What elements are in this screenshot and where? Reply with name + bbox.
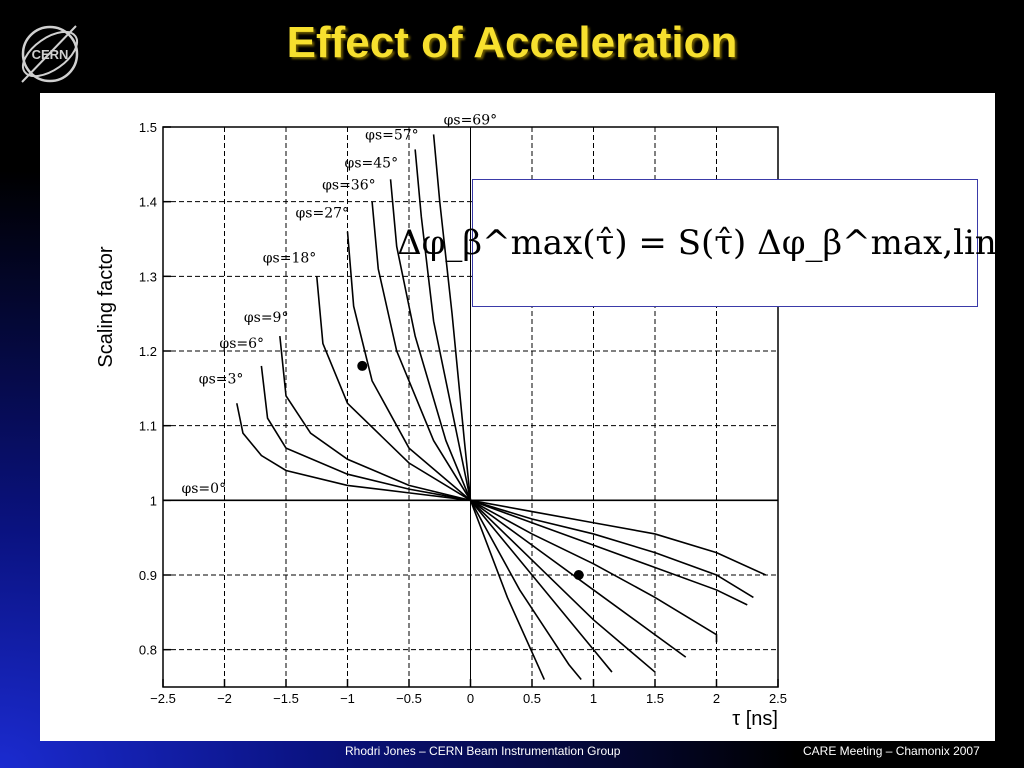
x-tick-label-7: 1	[590, 691, 597, 706]
slide-title: Effect of Acceleration	[286, 18, 738, 67]
cern-logo: CERN	[14, 18, 86, 90]
series-line-9	[432, 134, 546, 680]
y-tick-label-0: 0.8	[139, 643, 157, 658]
series-label-1: φs=3°	[199, 371, 244, 387]
series-label-6: φs=36°	[322, 178, 376, 194]
y-axis-label: Scaling factor	[95, 246, 117, 368]
x-tick-label-4: −0.5	[396, 691, 422, 706]
formula-string: Δφ_β^max(τ̂) = S(τ̂) Δφ_β^max,lin.(τ̂)	[397, 223, 1024, 263]
x-tick-label-2: −1.5	[273, 691, 299, 706]
series-line-4	[315, 276, 718, 643]
series-line-8	[414, 149, 582, 681]
scaling-factor-chart: −2.5 −2 −1.5 −1 −0.5 0 0.5 1 1.5 2 2.5 0.8 0.9 1 1.1 1.…	[95, 112, 787, 730]
x-tick-label-3: −1	[340, 691, 355, 706]
series-label-9: φs=69°	[444, 112, 498, 128]
formula-text: Δφ_β^max(τ̂) = S(τ̂) Δφ_β^max,lin.(τ̂)	[397, 180, 1024, 306]
series-line-6	[371, 201, 656, 673]
x-tick-label-0: −2.5	[150, 691, 176, 706]
formula-box: Δφ_β^max(τ̂) = S(τ̂) Δφ_β^max,lin.(τ̂)	[397, 179, 1024, 307]
series-label-8: φs=57°	[365, 127, 419, 143]
x-tick-label-6: 0.5	[523, 691, 541, 706]
x-tick-label-8: 1.5	[646, 691, 664, 706]
series-label-5: φs=27°	[296, 206, 350, 222]
x-tick-label-1: −2	[217, 691, 232, 706]
data-marker-0	[357, 360, 368, 371]
x-tick-label-5: 0	[467, 691, 474, 706]
series-label-7: φs=45°	[345, 155, 399, 171]
chart-panel: −2.5 −2 −1.5 −1 −0.5 0 0.5 1 1.5 2 2.5 0.8 0.9 1 1.1 1.…	[40, 93, 1024, 741]
y-tick-label-6: 1.4	[139, 195, 157, 210]
x-axis-label: τ [ns]	[732, 708, 778, 730]
x-tick-label-9: 2	[713, 691, 720, 706]
y-tick-label-4: 1.2	[139, 344, 157, 359]
y-tick-label-2: 1	[150, 493, 157, 508]
x-tick-label-10: 2.5	[769, 691, 787, 706]
data-marker-1	[573, 570, 584, 580]
svg-text:CERN: CERN	[32, 47, 69, 62]
series-line-7	[389, 179, 613, 673]
series-label-4: φs=18°	[263, 250, 317, 266]
y-tick-label-5: 1.3	[139, 269, 157, 284]
y-tick-label-3: 1.1	[139, 419, 157, 434]
series-label-0: φs=0°	[181, 481, 226, 497]
series-label-2: φs=6°	[219, 336, 264, 352]
series-line-3	[279, 335, 748, 606]
y-tick-label-7: 1.5	[139, 120, 157, 135]
footer-left: Rhodri Jones – CERN Beam Instrumentation…	[345, 744, 621, 758]
series-label-3: φs=9°	[244, 310, 289, 326]
footer-right: CARE Meeting – Chamonix 2007	[803, 744, 980, 758]
series-line-1	[236, 403, 767, 576]
y-tick-label-1: 0.9	[139, 568, 157, 583]
